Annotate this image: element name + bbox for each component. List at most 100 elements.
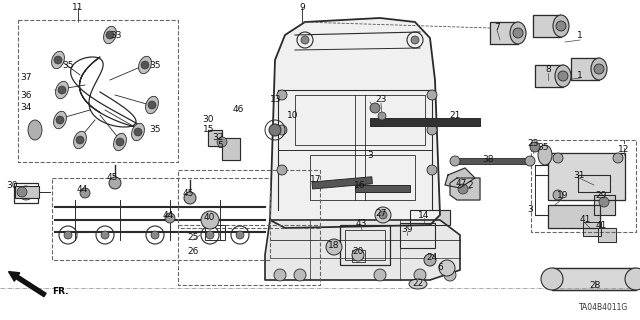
- Circle shape: [530, 142, 540, 152]
- Text: 38: 38: [483, 156, 493, 164]
- Polygon shape: [548, 153, 625, 200]
- Ellipse shape: [409, 279, 427, 289]
- Circle shape: [613, 153, 623, 163]
- Polygon shape: [340, 225, 390, 265]
- Text: 23: 23: [527, 139, 539, 148]
- Circle shape: [134, 128, 142, 136]
- Polygon shape: [450, 178, 480, 200]
- Circle shape: [375, 207, 391, 223]
- Circle shape: [326, 239, 342, 255]
- Text: 41: 41: [579, 215, 591, 225]
- Circle shape: [458, 184, 468, 194]
- Circle shape: [56, 116, 64, 124]
- Text: 12: 12: [618, 146, 630, 155]
- Circle shape: [201, 211, 219, 229]
- Text: 3: 3: [367, 150, 373, 159]
- Ellipse shape: [28, 120, 42, 140]
- Circle shape: [424, 254, 436, 266]
- Circle shape: [80, 188, 90, 198]
- Text: 25: 25: [188, 233, 198, 242]
- Ellipse shape: [113, 133, 127, 151]
- Circle shape: [277, 90, 287, 100]
- Circle shape: [352, 249, 364, 261]
- Circle shape: [427, 90, 437, 100]
- Circle shape: [269, 124, 281, 136]
- Ellipse shape: [538, 145, 552, 165]
- Circle shape: [374, 269, 386, 281]
- Bar: [531, 140, 636, 232]
- Bar: [548, 205, 600, 228]
- Bar: [583, 222, 601, 236]
- Text: 16: 16: [355, 180, 365, 189]
- Circle shape: [148, 101, 156, 109]
- Circle shape: [379, 211, 387, 219]
- Bar: [370, 118, 480, 126]
- Bar: [18, 20, 178, 162]
- Circle shape: [109, 177, 121, 189]
- Text: 35: 35: [149, 60, 161, 69]
- Text: 14: 14: [419, 211, 429, 220]
- Ellipse shape: [510, 22, 526, 44]
- Text: 28: 28: [589, 281, 601, 290]
- Polygon shape: [445, 168, 475, 188]
- Circle shape: [54, 56, 62, 64]
- Text: 24: 24: [426, 253, 438, 262]
- Text: 17: 17: [310, 175, 322, 185]
- Ellipse shape: [145, 96, 159, 114]
- Polygon shape: [583, 222, 601, 236]
- Text: 36: 36: [20, 91, 32, 100]
- Text: 31: 31: [573, 171, 585, 180]
- Circle shape: [625, 268, 640, 290]
- Bar: [222, 138, 240, 160]
- Circle shape: [165, 213, 175, 223]
- Text: 7: 7: [494, 23, 500, 33]
- Text: 35: 35: [149, 125, 161, 134]
- Bar: [578, 175, 610, 192]
- Bar: [400, 223, 435, 248]
- Circle shape: [217, 137, 227, 147]
- Ellipse shape: [139, 56, 152, 74]
- Bar: [14, 183, 38, 203]
- Text: 6: 6: [437, 263, 443, 273]
- Circle shape: [116, 138, 124, 146]
- Bar: [52, 178, 270, 260]
- Text: 13: 13: [270, 95, 282, 105]
- Bar: [594, 195, 615, 215]
- Polygon shape: [265, 220, 460, 280]
- Bar: [410, 210, 450, 225]
- Bar: [352, 250, 365, 262]
- Circle shape: [76, 136, 84, 144]
- Circle shape: [553, 153, 563, 163]
- Text: 41: 41: [595, 220, 607, 229]
- Text: 46: 46: [232, 106, 244, 115]
- Bar: [178, 225, 320, 285]
- Circle shape: [151, 231, 159, 239]
- Text: 45: 45: [182, 188, 194, 197]
- Circle shape: [17, 187, 27, 197]
- Text: 44: 44: [163, 211, 173, 220]
- Circle shape: [294, 269, 306, 281]
- Polygon shape: [533, 15, 561, 37]
- Polygon shape: [222, 138, 240, 160]
- Circle shape: [378, 112, 386, 120]
- Polygon shape: [535, 65, 563, 87]
- Bar: [355, 185, 410, 192]
- Text: 22: 22: [412, 279, 424, 289]
- Bar: [345, 230, 385, 260]
- Bar: [571, 58, 599, 80]
- Polygon shape: [594, 195, 615, 215]
- Circle shape: [58, 86, 66, 94]
- Circle shape: [541, 268, 563, 290]
- Text: 35: 35: [537, 143, 548, 153]
- Circle shape: [19, 186, 33, 200]
- Circle shape: [106, 31, 114, 39]
- Text: 18: 18: [328, 241, 340, 250]
- Text: 37: 37: [20, 74, 32, 83]
- Bar: [552, 268, 636, 290]
- Bar: [340, 225, 390, 265]
- Bar: [535, 65, 563, 87]
- Circle shape: [101, 231, 109, 239]
- Text: 26: 26: [188, 247, 198, 257]
- Text: 15: 15: [204, 125, 215, 134]
- Text: 32: 32: [212, 133, 224, 142]
